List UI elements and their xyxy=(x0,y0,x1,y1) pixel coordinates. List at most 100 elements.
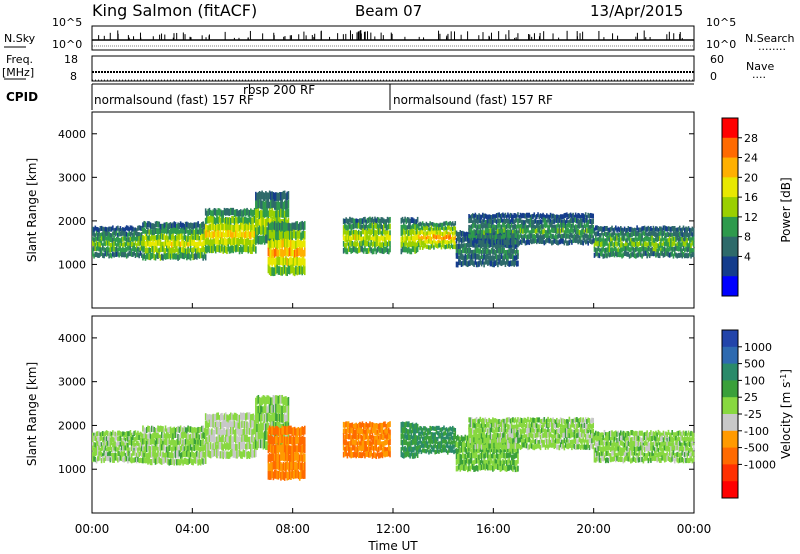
echo-cell xyxy=(581,232,583,238)
echo-cell xyxy=(382,421,385,428)
echo-cell xyxy=(436,244,439,249)
echo-cell xyxy=(267,240,270,250)
echo-cell xyxy=(523,238,526,244)
echo-cell xyxy=(480,253,483,260)
echo-cell xyxy=(495,225,498,231)
echo-cell xyxy=(350,452,352,459)
echo-cell xyxy=(500,241,503,248)
echo-cell xyxy=(642,242,645,248)
echo-cell xyxy=(387,421,390,428)
echo-cell xyxy=(268,201,271,211)
echo-cell xyxy=(164,235,167,242)
echo-cell xyxy=(451,425,454,431)
echo-cell xyxy=(612,248,615,254)
echo-cell xyxy=(453,449,455,455)
echo-cell xyxy=(421,221,424,226)
echo-cell xyxy=(410,234,413,241)
echo-cell xyxy=(140,236,143,242)
echo-cell xyxy=(228,436,231,444)
echo-cell xyxy=(647,245,650,251)
echo-cell xyxy=(423,436,425,441)
echo-cell xyxy=(416,228,419,235)
echo-cell xyxy=(596,241,598,247)
echo-cell xyxy=(178,253,181,260)
echo-cell xyxy=(663,225,666,231)
noise-panel-frame xyxy=(91,25,695,51)
echo-cell xyxy=(621,235,623,241)
echo-cell xyxy=(643,246,646,253)
echo-cell xyxy=(439,427,442,433)
echo-cell xyxy=(374,423,376,430)
echo-cell xyxy=(425,443,428,449)
echo-cell xyxy=(529,238,532,244)
echo-cell xyxy=(636,231,638,237)
echo-cell xyxy=(488,464,490,471)
echo-cell xyxy=(349,451,351,458)
echo-cell xyxy=(172,439,174,446)
echo-cell xyxy=(673,231,676,237)
echo-cell xyxy=(351,428,354,435)
echo-cell xyxy=(401,229,404,236)
echo-cell xyxy=(165,253,168,260)
echo-cell xyxy=(103,432,105,438)
echo-cell xyxy=(578,235,581,241)
echo-cell xyxy=(409,441,411,447)
echo-cell xyxy=(128,447,130,453)
echo-cell xyxy=(626,251,628,257)
echo-cell xyxy=(498,228,500,234)
echo-cell xyxy=(296,256,299,266)
echo-cell xyxy=(418,222,420,228)
echo-cell xyxy=(238,247,241,255)
echo-cell xyxy=(375,429,378,436)
echo-cell xyxy=(547,228,549,234)
echo-cell xyxy=(386,422,389,429)
echo-cell xyxy=(578,223,581,229)
echo-cell xyxy=(454,430,457,436)
echo-cell xyxy=(473,237,475,243)
echo-cell xyxy=(147,434,149,441)
echo-cell xyxy=(276,460,278,470)
echo-cell xyxy=(354,429,356,436)
echo-cell xyxy=(519,239,522,245)
echo-cell xyxy=(226,246,228,255)
echo-cell xyxy=(290,461,292,471)
echo-cell xyxy=(559,222,562,228)
echo-cell xyxy=(342,451,345,458)
echo-cell xyxy=(473,448,475,455)
echo-cell xyxy=(103,457,105,463)
echo-cell xyxy=(518,215,521,221)
echo-cell xyxy=(276,426,278,435)
echo-cell xyxy=(207,244,209,252)
echo-cell xyxy=(94,242,97,248)
echo-cell xyxy=(465,454,468,461)
echo-cell xyxy=(128,242,130,248)
echo-cell xyxy=(559,214,562,220)
echo-cell xyxy=(494,260,497,267)
echo-cell xyxy=(444,440,447,445)
echo-cell xyxy=(546,237,548,243)
echo-cell xyxy=(196,228,198,235)
echo-cell xyxy=(219,231,222,239)
echo-cell xyxy=(528,212,531,218)
echo-cell xyxy=(370,236,373,243)
echo-cell xyxy=(223,207,226,216)
echo-cell xyxy=(376,423,379,430)
echo-cell xyxy=(352,451,355,458)
echo-cell xyxy=(379,433,381,440)
echo-cell xyxy=(480,233,483,239)
echo-cell xyxy=(286,208,288,218)
echo-cell xyxy=(236,413,238,422)
echo-cell xyxy=(655,252,657,258)
echo-cell xyxy=(548,238,551,244)
echo-cell xyxy=(630,241,632,247)
echo-cell xyxy=(155,457,158,465)
echo-cell xyxy=(206,413,208,422)
echo-cell xyxy=(169,426,172,433)
echo-cell xyxy=(464,442,467,449)
echo-cell xyxy=(686,253,689,259)
echo-cell xyxy=(237,450,240,458)
echo-cell xyxy=(657,236,660,242)
echo-cell xyxy=(433,447,435,453)
echo-cell xyxy=(97,232,99,238)
